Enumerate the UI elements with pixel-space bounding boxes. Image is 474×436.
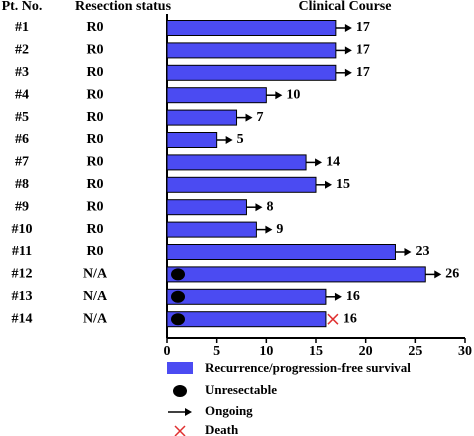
resection-label: R0 <box>86 87 103 102</box>
value-label: 10 <box>286 87 300 102</box>
patient-label: #3 <box>15 65 29 80</box>
resection-label: R0 <box>86 155 103 170</box>
value-label: 26 <box>445 267 459 282</box>
patient-label: #8 <box>15 177 29 192</box>
ongoing-arrowhead <box>344 46 352 55</box>
header-patient: Pt. No. <box>2 0 43 14</box>
resection-label: R0 <box>86 244 103 259</box>
legend-arrowhead <box>185 408 192 416</box>
resection-label: R0 <box>86 132 103 147</box>
value-label: 17 <box>356 43 370 58</box>
patient-label: #1 <box>15 20 29 35</box>
x-tick-label: 10 <box>259 344 273 359</box>
bar <box>166 176 317 193</box>
value-label: 15 <box>336 177 350 192</box>
bar <box>166 20 337 36</box>
bar <box>166 87 267 104</box>
ongoing-arrowhead <box>315 158 323 167</box>
resection-label: N/A <box>83 289 108 304</box>
value-label: 16 <box>343 311 357 326</box>
bar <box>166 221 257 238</box>
value-label: 7 <box>257 110 264 125</box>
resection-label: R0 <box>86 177 103 192</box>
unresectable-marker <box>171 268 185 281</box>
patient-label: #10 <box>12 222 33 237</box>
resection-label: R0 <box>86 222 103 237</box>
patient-label: #12 <box>12 267 33 282</box>
patient-label: #6 <box>15 132 29 147</box>
header-course: Clinical Course <box>299 0 392 14</box>
x-tick-label: 25 <box>408 344 422 359</box>
patient-label: #5 <box>15 110 29 125</box>
x-tick-label: 20 <box>359 344 373 359</box>
bar <box>166 199 247 216</box>
resection-label: N/A <box>83 267 108 282</box>
bar <box>166 311 327 328</box>
patient-label: #13 <box>12 289 33 304</box>
value-label: 8 <box>266 199 273 214</box>
legend-text: Recurrence/progression-free survival <box>205 360 411 375</box>
bar <box>166 132 218 148</box>
bar <box>166 266 426 283</box>
unresectable-marker <box>171 313 185 326</box>
x-tick-label: 5 <box>213 344 220 359</box>
legend-text: Death <box>205 422 239 436</box>
legend-text: Unresectable <box>205 382 277 397</box>
ongoing-arrowhead <box>325 180 332 189</box>
value-label: 9 <box>276 222 283 237</box>
value-label: 16 <box>346 289 360 304</box>
resection-label: R0 <box>86 43 103 58</box>
ongoing-arrowhead <box>404 248 412 256</box>
ongoing-arrowhead <box>225 136 233 144</box>
patient-label: #7 <box>15 155 29 170</box>
legend-bar <box>167 362 193 374</box>
resection-label: N/A <box>83 311 108 326</box>
ongoing-arrowhead <box>344 24 352 32</box>
resection-label: R0 <box>86 20 103 35</box>
bar <box>166 288 327 305</box>
resection-label: R0 <box>86 199 103 214</box>
patient-label: #14 <box>12 311 33 326</box>
bar <box>166 244 396 260</box>
death-marker <box>327 313 339 325</box>
patient-label: #2 <box>15 43 29 58</box>
legend-death <box>174 425 186 436</box>
ongoing-arrowhead <box>344 68 352 77</box>
resection-label: R0 <box>86 110 103 125</box>
ongoing-arrowhead <box>245 113 253 122</box>
bar <box>166 42 337 59</box>
value-label: 17 <box>356 65 370 80</box>
unresectable-marker <box>171 290 185 303</box>
bar <box>166 154 307 171</box>
ongoing-arrowhead <box>255 203 263 212</box>
bar <box>166 64 337 81</box>
patient-label: #4 <box>15 87 29 102</box>
header-resection: Resection status <box>75 0 172 14</box>
ongoing-arrowhead <box>275 91 283 100</box>
x-tick-label: 0 <box>164 344 171 359</box>
value-label: 23 <box>415 244 429 259</box>
x-tick-label: 30 <box>458 344 472 359</box>
patient-label: #11 <box>12 244 32 259</box>
x-tick-label: 15 <box>309 344 323 359</box>
legend-text: Ongoing <box>205 403 253 418</box>
value-label: 14 <box>326 155 340 170</box>
ongoing-arrowhead <box>334 292 342 301</box>
bar <box>166 109 238 126</box>
ongoing-arrowhead <box>265 225 273 234</box>
resection-label: R0 <box>86 65 103 80</box>
patient-label: #9 <box>15 199 29 214</box>
value-label: 17 <box>356 20 370 35</box>
ongoing-arrowhead <box>434 270 442 279</box>
legend-unresectable <box>173 385 187 397</box>
value-label: 5 <box>237 132 244 147</box>
